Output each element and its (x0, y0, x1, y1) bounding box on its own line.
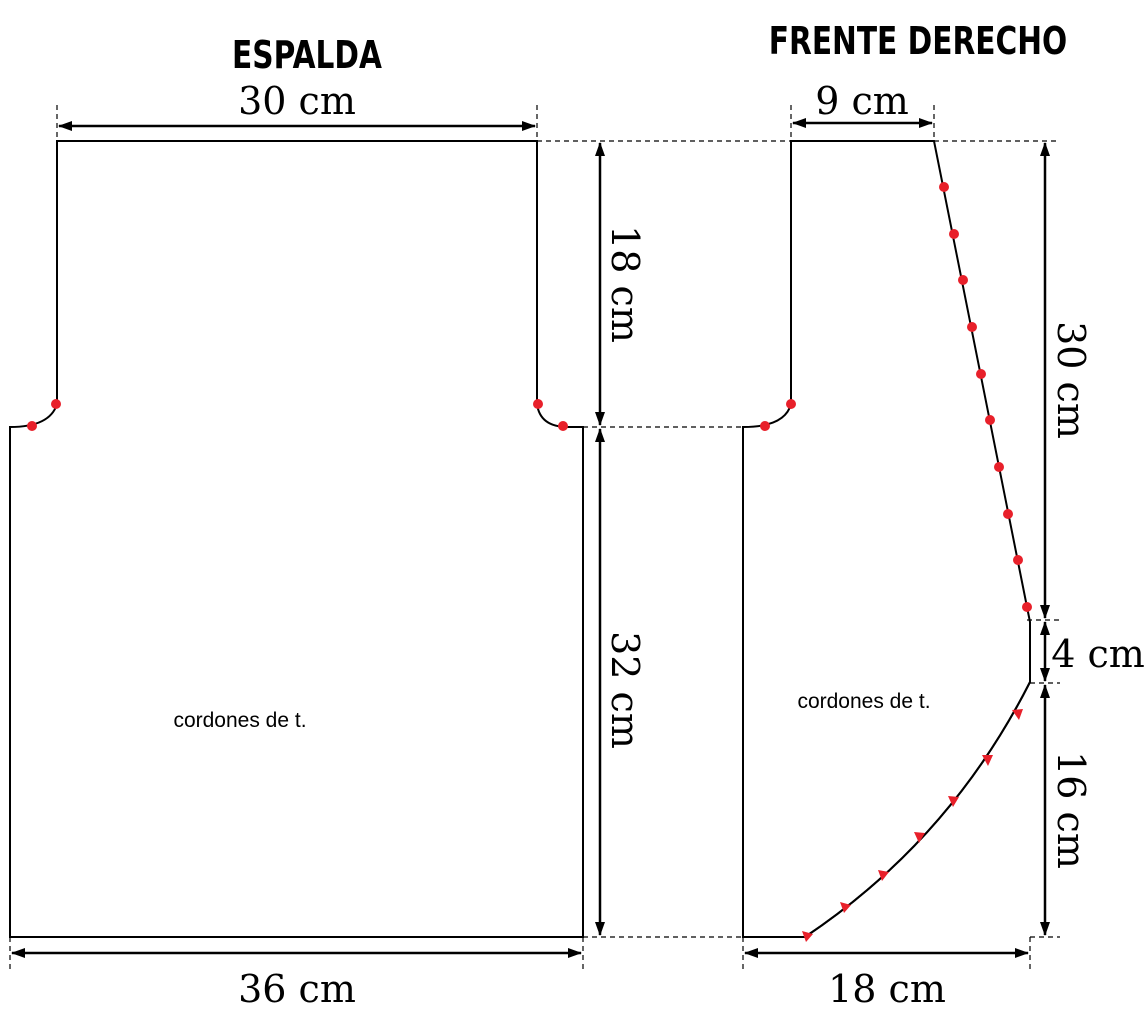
back-stitch-note: cordones de t. (173, 709, 306, 732)
front-curve-height-label: 16 cm (1049, 751, 1093, 869)
back-top-width-label: 30 cm (238, 79, 356, 123)
marker-dot (939, 182, 949, 192)
front-straight-height-label: 4 cm (1051, 632, 1145, 676)
marker-triangle (878, 870, 889, 881)
back-armhole-height-label: 18 cm (603, 225, 647, 343)
front-stitch-note: cordones de t. (797, 690, 930, 713)
marker-dot (558, 421, 568, 431)
marker-dot (958, 275, 968, 285)
marker-dot (760, 421, 770, 431)
back-body-height-label: 32 cm (603, 631, 647, 749)
marker-dot (786, 399, 796, 409)
decrease-markers (27, 182, 1032, 612)
front-piece-title: FRENTE DERECHO (769, 19, 1067, 64)
marker-triangle (802, 931, 813, 942)
back-piece-title: ESPALDA (232, 33, 382, 78)
dashed-guides (9, 105, 1060, 970)
marker-triangle (840, 902, 851, 913)
marker-triangle (1012, 709, 1023, 720)
marker-dot (967, 322, 977, 332)
marker-dot (976, 369, 986, 379)
front-neck-height-label: 30 cm (1049, 321, 1093, 439)
marker-triangle (982, 755, 993, 766)
marker-dot (1022, 602, 1032, 612)
marker-dot (949, 229, 959, 239)
marker-dot (985, 415, 995, 425)
marker-dot (1013, 555, 1023, 565)
curve-markers (802, 709, 1023, 942)
front-neck-curve (804, 681, 1031, 938)
back-piece-outline (9, 140, 584, 938)
back-bottom-width-label: 36 cm (238, 967, 356, 1011)
marker-dot (533, 399, 543, 409)
marker-dot (994, 462, 1004, 472)
front-shoulder-width-label: 9 cm (815, 79, 909, 123)
front-piece-outline (742, 140, 1031, 938)
front-bottom-width-label: 18 cm (828, 967, 946, 1011)
marker-triangle (948, 796, 959, 807)
marker-dot (51, 399, 61, 409)
marker-dot (1003, 509, 1013, 519)
marker-triangle (914, 832, 925, 843)
marker-dot (27, 421, 37, 431)
